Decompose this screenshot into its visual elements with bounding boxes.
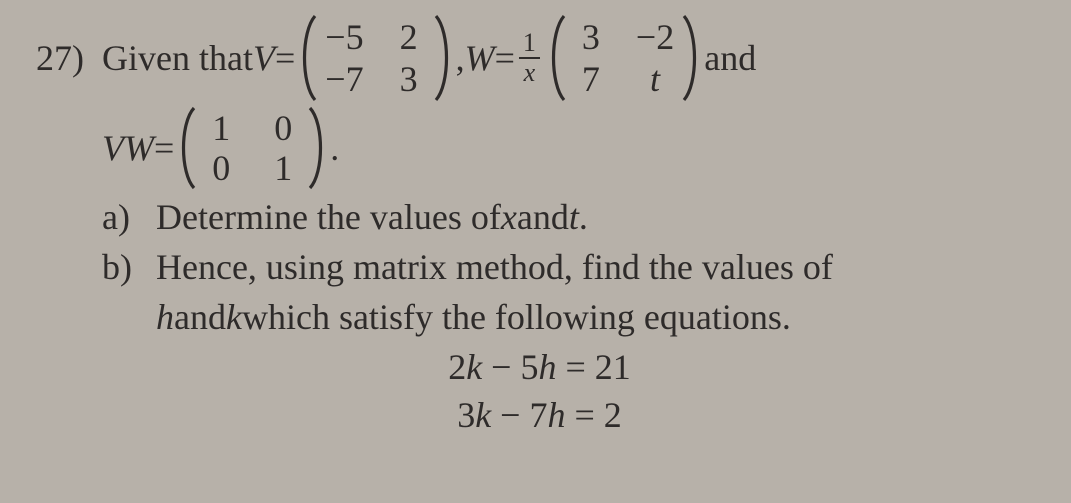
fraction-1-over-x: 1 x: [519, 29, 540, 87]
paren-right-icon: [680, 14, 704, 102]
paren-right-icon: [432, 14, 456, 102]
eq2-p1: 3: [457, 395, 475, 435]
equals: =: [495, 35, 515, 81]
var-k: k: [466, 347, 482, 387]
comma: ,: [456, 35, 465, 81]
line-2: VW = 1 0 0 1 .: [102, 106, 1043, 190]
text-and: and: [704, 35, 756, 81]
text-given-that: Given that: [102, 35, 253, 81]
math-problem-page: 27) Given that V = −5 2 −7 3 , W = 1 x: [0, 0, 1071, 452]
fraction-numerator: 1: [519, 29, 540, 57]
paren-left-icon: [544, 14, 568, 102]
cell: 7: [574, 59, 608, 99]
var-V: V: [253, 35, 275, 81]
paren-left-icon: [295, 14, 319, 102]
var-h: h: [538, 347, 556, 387]
matrix-identity: 1 0 0 1: [174, 106, 330, 190]
matrix-W-cells: 3 −2 7 t: [568, 14, 680, 102]
line-1: 27) Given that V = −5 2 −7 3 , W = 1 x: [36, 14, 1043, 102]
equation-1: 2k − 5h = 21: [36, 344, 1043, 390]
eq1-p3: = 21: [556, 347, 630, 387]
cell: −7: [325, 59, 363, 99]
var-k: k: [475, 395, 491, 435]
cell: t: [636, 59, 674, 99]
cell: 0: [204, 148, 238, 188]
question-a: a) Determine the values of x and t .: [102, 194, 1043, 240]
matrix-I-cells: 1 0 0 1: [198, 106, 306, 190]
fraction-denominator: x: [520, 59, 540, 87]
qa-period: .: [579, 194, 588, 240]
matrix-V: −5 2 −7 3: [295, 14, 455, 102]
question-b-line-2: h and k which satisfy the following equa…: [156, 294, 1043, 340]
eq1-p2: − 5: [482, 347, 538, 387]
paren-right-icon: [306, 106, 330, 190]
cell: 3: [574, 17, 608, 57]
eq2-p2: − 7: [491, 395, 547, 435]
qb-text-1: Hence, using matrix method, find the val…: [156, 244, 833, 290]
cell: 3: [392, 59, 426, 99]
eq1-p1: 2: [448, 347, 466, 387]
cell: 0: [266, 108, 300, 148]
var-VW: VW: [102, 125, 154, 171]
var-h: h: [156, 294, 174, 340]
var-h: h: [547, 395, 565, 435]
problem-number: 27): [36, 35, 102, 81]
eq2-p3: = 2: [565, 395, 621, 435]
qb-letter: b): [102, 244, 156, 290]
matrix-V-cells: −5 2 −7 3: [319, 14, 431, 102]
period: .: [330, 125, 339, 171]
qa-and: and: [517, 194, 569, 240]
var-k: k: [226, 294, 242, 340]
qb-text-2: which satisfy the following equations.: [242, 294, 791, 340]
qa-text: Determine the values of: [156, 194, 501, 240]
qa-letter: a): [102, 194, 156, 240]
matrix-W: 3 −2 7 t: [544, 14, 704, 102]
var-t: t: [569, 194, 579, 240]
cell: 1: [266, 148, 300, 188]
var-W: W: [465, 35, 495, 81]
equation-2: 3k − 7h = 2: [36, 392, 1043, 438]
cell: 2: [392, 17, 426, 57]
question-b-line-1: b) Hence, using matrix method, find the …: [102, 244, 1043, 290]
cell: 1: [204, 108, 238, 148]
var-x: x: [501, 194, 517, 240]
cell: −5: [325, 17, 363, 57]
qb-and: and: [174, 294, 226, 340]
cell: −2: [636, 17, 674, 57]
paren-left-icon: [174, 106, 198, 190]
equals: =: [275, 35, 295, 81]
equals: =: [154, 125, 174, 171]
